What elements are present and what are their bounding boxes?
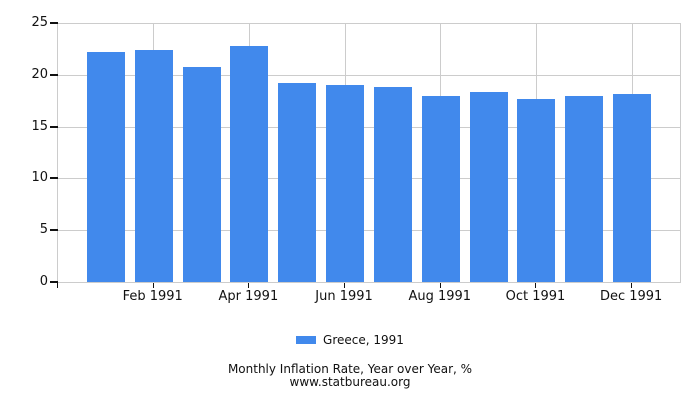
bar-sep-1991[interactable] (469, 92, 508, 282)
y-tick-0 (50, 281, 58, 283)
bar-mar-1991[interactable] (182, 66, 221, 282)
y-tick-15 (50, 125, 58, 128)
y-tick-label-15: 15 (31, 118, 48, 134)
x-tick-dec-1991 (631, 283, 633, 288)
bar-aug-1991[interactable] (421, 95, 460, 282)
legend-swatch-greece (296, 336, 317, 344)
x-tick-feb-1991 (152, 283, 154, 288)
y-tick-label-20: 20 (31, 66, 48, 82)
gridline-y-20 (58, 74, 680, 76)
x-tick-label-aug-1991: Aug 1991 (408, 289, 472, 304)
gridline-y-15 (58, 126, 680, 128)
gridline-y-25 (58, 23, 680, 24)
y-tick-5 (50, 229, 58, 232)
y-tick-25 (50, 22, 58, 24)
x-tick-label-jun-1991: Jun 1991 (315, 289, 373, 304)
bar-may-1991[interactable] (278, 83, 317, 282)
y-tick-10 (50, 177, 58, 180)
legend: Greece, 1991 (0, 333, 700, 347)
x-tick-jun-1991 (344, 283, 346, 288)
bar-apr-1991[interactable] (230, 45, 269, 282)
bar-feb-1991[interactable] (134, 49, 173, 282)
chart-caption: Monthly Inflation Rate, Year over Year, … (0, 363, 700, 389)
bar-dec-1991[interactable] (613, 94, 652, 282)
legend-label: Greece, 1991 (323, 333, 404, 347)
bar-jun-1991[interactable] (326, 85, 365, 282)
y-tick-20 (50, 73, 58, 76)
y-tick-label-0: 0 (39, 274, 48, 289)
gridline-y-10 (58, 178, 680, 180)
x-tick-aug-1991 (439, 283, 441, 288)
x-tick-label-apr-1991: Apr 1991 (218, 289, 279, 304)
gridline-y-5 (58, 230, 680, 232)
y-tick-label-10: 10 (31, 170, 48, 186)
x-tick-apr-1991 (248, 283, 250, 288)
y-tick-label-5: 5 (39, 222, 48, 238)
plot-area (57, 23, 681, 283)
x-tick-label-feb-1991: Feb 1991 (122, 289, 183, 304)
x-tick-oct-1991 (535, 283, 537, 288)
bar-oct-1991[interactable] (517, 98, 556, 282)
x-axis-origin-tick (57, 283, 58, 288)
chart-source: www.statbureau.org (289, 375, 411, 389)
x-tick-label-oct-1991: Oct 1991 (505, 289, 566, 304)
chart-title: Monthly Inflation Rate, Year over Year, … (227, 362, 473, 376)
bar-jan-1991[interactable] (86, 52, 125, 282)
bar-jul-1991[interactable] (373, 87, 412, 282)
y-tick-label-25: 25 (31, 15, 48, 30)
bar-nov-1991[interactable] (565, 95, 604, 282)
x-tick-label-dec-1991: Dec 1991 (599, 289, 663, 304)
